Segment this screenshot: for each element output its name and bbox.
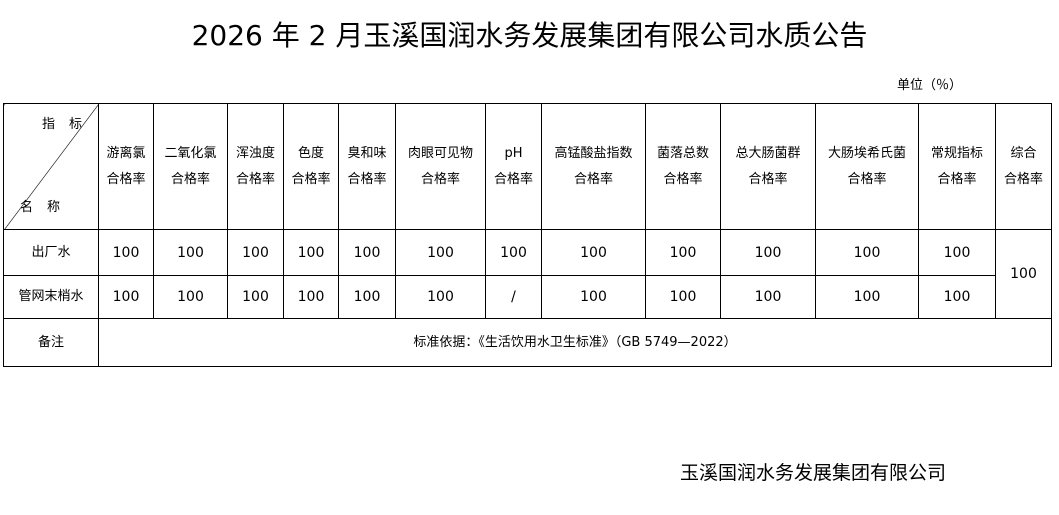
- column-header: 高锰酸盐指数 合格率: [541, 103, 646, 230]
- column-header: 大肠埃希氏菌 合格率: [815, 103, 919, 230]
- column-header-line: 高锰酸盐指数: [554, 145, 633, 161]
- column-header-line: 菌落总数: [656, 145, 709, 161]
- column-header-line: 合格率: [347, 171, 387, 187]
- table-cell: 100: [98, 229, 154, 276]
- column-header: 二氧化氯 合格率: [153, 103, 228, 230]
- column-header: 浑浊度 合格率: [227, 103, 284, 230]
- water-quality-table: 指标 名称 游离氯 合格率 二氧化氯 合格率 浑浊度 合格率 色度 合格率 臭和味 合格率 肉眼可见…: [3, 103, 1052, 367]
- column-header-line: 大肠埃希氏菌: [827, 145, 906, 161]
- column-header-line: 合格率: [663, 171, 703, 187]
- column-header-line: 合格率: [106, 171, 146, 187]
- column-header-line: 合格率: [573, 171, 613, 187]
- column-header: 总大肠菌群 合格率: [720, 103, 816, 230]
- table-cell: 100: [918, 275, 996, 319]
- table-cell: 100: [485, 229, 542, 276]
- table-cell: 100: [541, 275, 646, 319]
- table-cell: 100: [541, 229, 646, 276]
- column-header-line: 合格率: [235, 171, 275, 187]
- table-cell: 100: [815, 275, 919, 319]
- column-header-line: 合格率: [493, 171, 533, 187]
- column-header-line: 综合: [1010, 145, 1037, 161]
- column-header-line: 合格率: [170, 171, 210, 187]
- page-title: 2026 年 2 月玉溪国润水务发展集团有限公司水质公告: [191, 19, 868, 52]
- column-header-line: 臭和味: [347, 145, 387, 161]
- column-header: 综合 合格率: [995, 103, 1052, 230]
- column-header-line: pH: [504, 145, 523, 161]
- column-header: pH 合格率: [485, 103, 542, 230]
- column-header-line: 色度: [297, 145, 324, 161]
- column-header-line: 合格率: [937, 171, 977, 187]
- column-header-line: 常规指标: [930, 145, 983, 161]
- corner-indicator-label: 指标: [42, 117, 97, 132]
- remark-label: 备注: [3, 318, 99, 367]
- column-header: 常规指标 合格率: [918, 103, 996, 230]
- unit-label: 单位（％）: [897, 78, 963, 93]
- corner-header: 指标 名称: [3, 103, 99, 230]
- remark-text: 标准依据：《生活饮用水卫生标准》（GB 5749—2022）: [98, 318, 1052, 367]
- column-header-line: 游离氯: [106, 145, 146, 161]
- table-cell: 100: [153, 229, 228, 276]
- column-header-line: 合格率: [847, 171, 887, 187]
- table-cell: /: [485, 275, 542, 319]
- table-cell: 100: [645, 275, 721, 319]
- row-name: 出厂水: [3, 229, 99, 276]
- table-cell: 100: [227, 229, 284, 276]
- column-header: 游离氯 合格率: [98, 103, 154, 230]
- column-header: 菌落总数 合格率: [645, 103, 721, 230]
- table-cell: 100: [395, 275, 486, 319]
- table-cell: 100: [153, 275, 228, 319]
- column-header-line: 合格率: [748, 171, 788, 187]
- column-header-line: 肉眼可见物: [407, 145, 473, 161]
- column-header-line: 合格率: [420, 171, 460, 187]
- table-cell: 100: [338, 275, 396, 319]
- column-header-line: 浑浊度: [235, 145, 275, 161]
- column-header: 肉眼可见物 合格率: [395, 103, 486, 230]
- table-cell: 100: [283, 229, 339, 276]
- column-header-line: 二氧化氯: [164, 145, 217, 161]
- column-header: 色度 合格率: [283, 103, 339, 230]
- corner-name-label: 名称: [20, 200, 75, 215]
- overall-rate-cell: 100: [995, 229, 1052, 319]
- table-cell: 100: [720, 275, 816, 319]
- table-cell: 100: [815, 229, 919, 276]
- table-cell: 100: [395, 229, 486, 276]
- table-cell: 100: [918, 229, 996, 276]
- column-header-line: 总大肠菌群: [735, 145, 801, 161]
- column-header-line: 合格率: [291, 171, 331, 187]
- table-cell: 100: [338, 229, 396, 276]
- table-cell: 100: [720, 229, 816, 276]
- column-header-line: 合格率: [1003, 171, 1043, 187]
- table-cell: 100: [645, 229, 721, 276]
- table-cell: 100: [283, 275, 339, 319]
- table-cell: 100: [227, 275, 284, 319]
- row-name: 管网末梢水: [3, 275, 99, 319]
- column-header: 臭和味 合格率: [338, 103, 396, 230]
- signature: 玉溪国润水务发展集团有限公司: [680, 462, 947, 484]
- table-cell: 100: [98, 275, 154, 319]
